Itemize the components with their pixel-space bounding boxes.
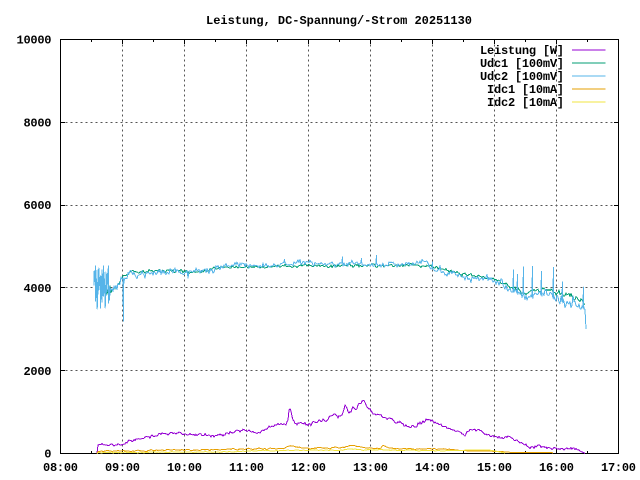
svg-text:6000: 6000 <box>24 199 52 213</box>
svg-text:10:00: 10:00 <box>167 461 202 475</box>
svg-text:09:00: 09:00 <box>105 461 140 475</box>
svg-text:12:00: 12:00 <box>291 461 326 475</box>
svg-text:14:00: 14:00 <box>415 461 450 475</box>
svg-text:16:00: 16:00 <box>539 461 574 475</box>
svg-text:17:00: 17:00 <box>601 461 636 475</box>
svg-text:4000: 4000 <box>24 282 52 296</box>
svg-text:10000: 10000 <box>17 34 52 48</box>
svg-text:15:00: 15:00 <box>477 461 512 475</box>
svg-text:11:00: 11:00 <box>229 461 264 475</box>
svg-text:Udc2 [100mV]: Udc2 [100mV] <box>480 70 564 84</box>
svg-text:Idc1 [10mA]: Idc1 [10mA] <box>487 83 564 97</box>
svg-text:Leistung, DC-Spannung/-Strom 2: Leistung, DC-Spannung/-Strom 20251130 <box>206 14 472 28</box>
svg-text:8000: 8000 <box>24 116 52 130</box>
svg-text:Idc2 [10mA]: Idc2 [10mA] <box>487 96 564 110</box>
svg-text:0: 0 <box>44 448 51 462</box>
svg-text:Udc1 [100mV]: Udc1 [100mV] <box>480 57 564 71</box>
svg-text:Leistung [W]: Leistung [W] <box>480 44 564 58</box>
svg-text:2000: 2000 <box>24 365 52 379</box>
svg-text:13:00: 13:00 <box>353 461 388 475</box>
svg-text:08:00: 08:00 <box>43 461 78 475</box>
